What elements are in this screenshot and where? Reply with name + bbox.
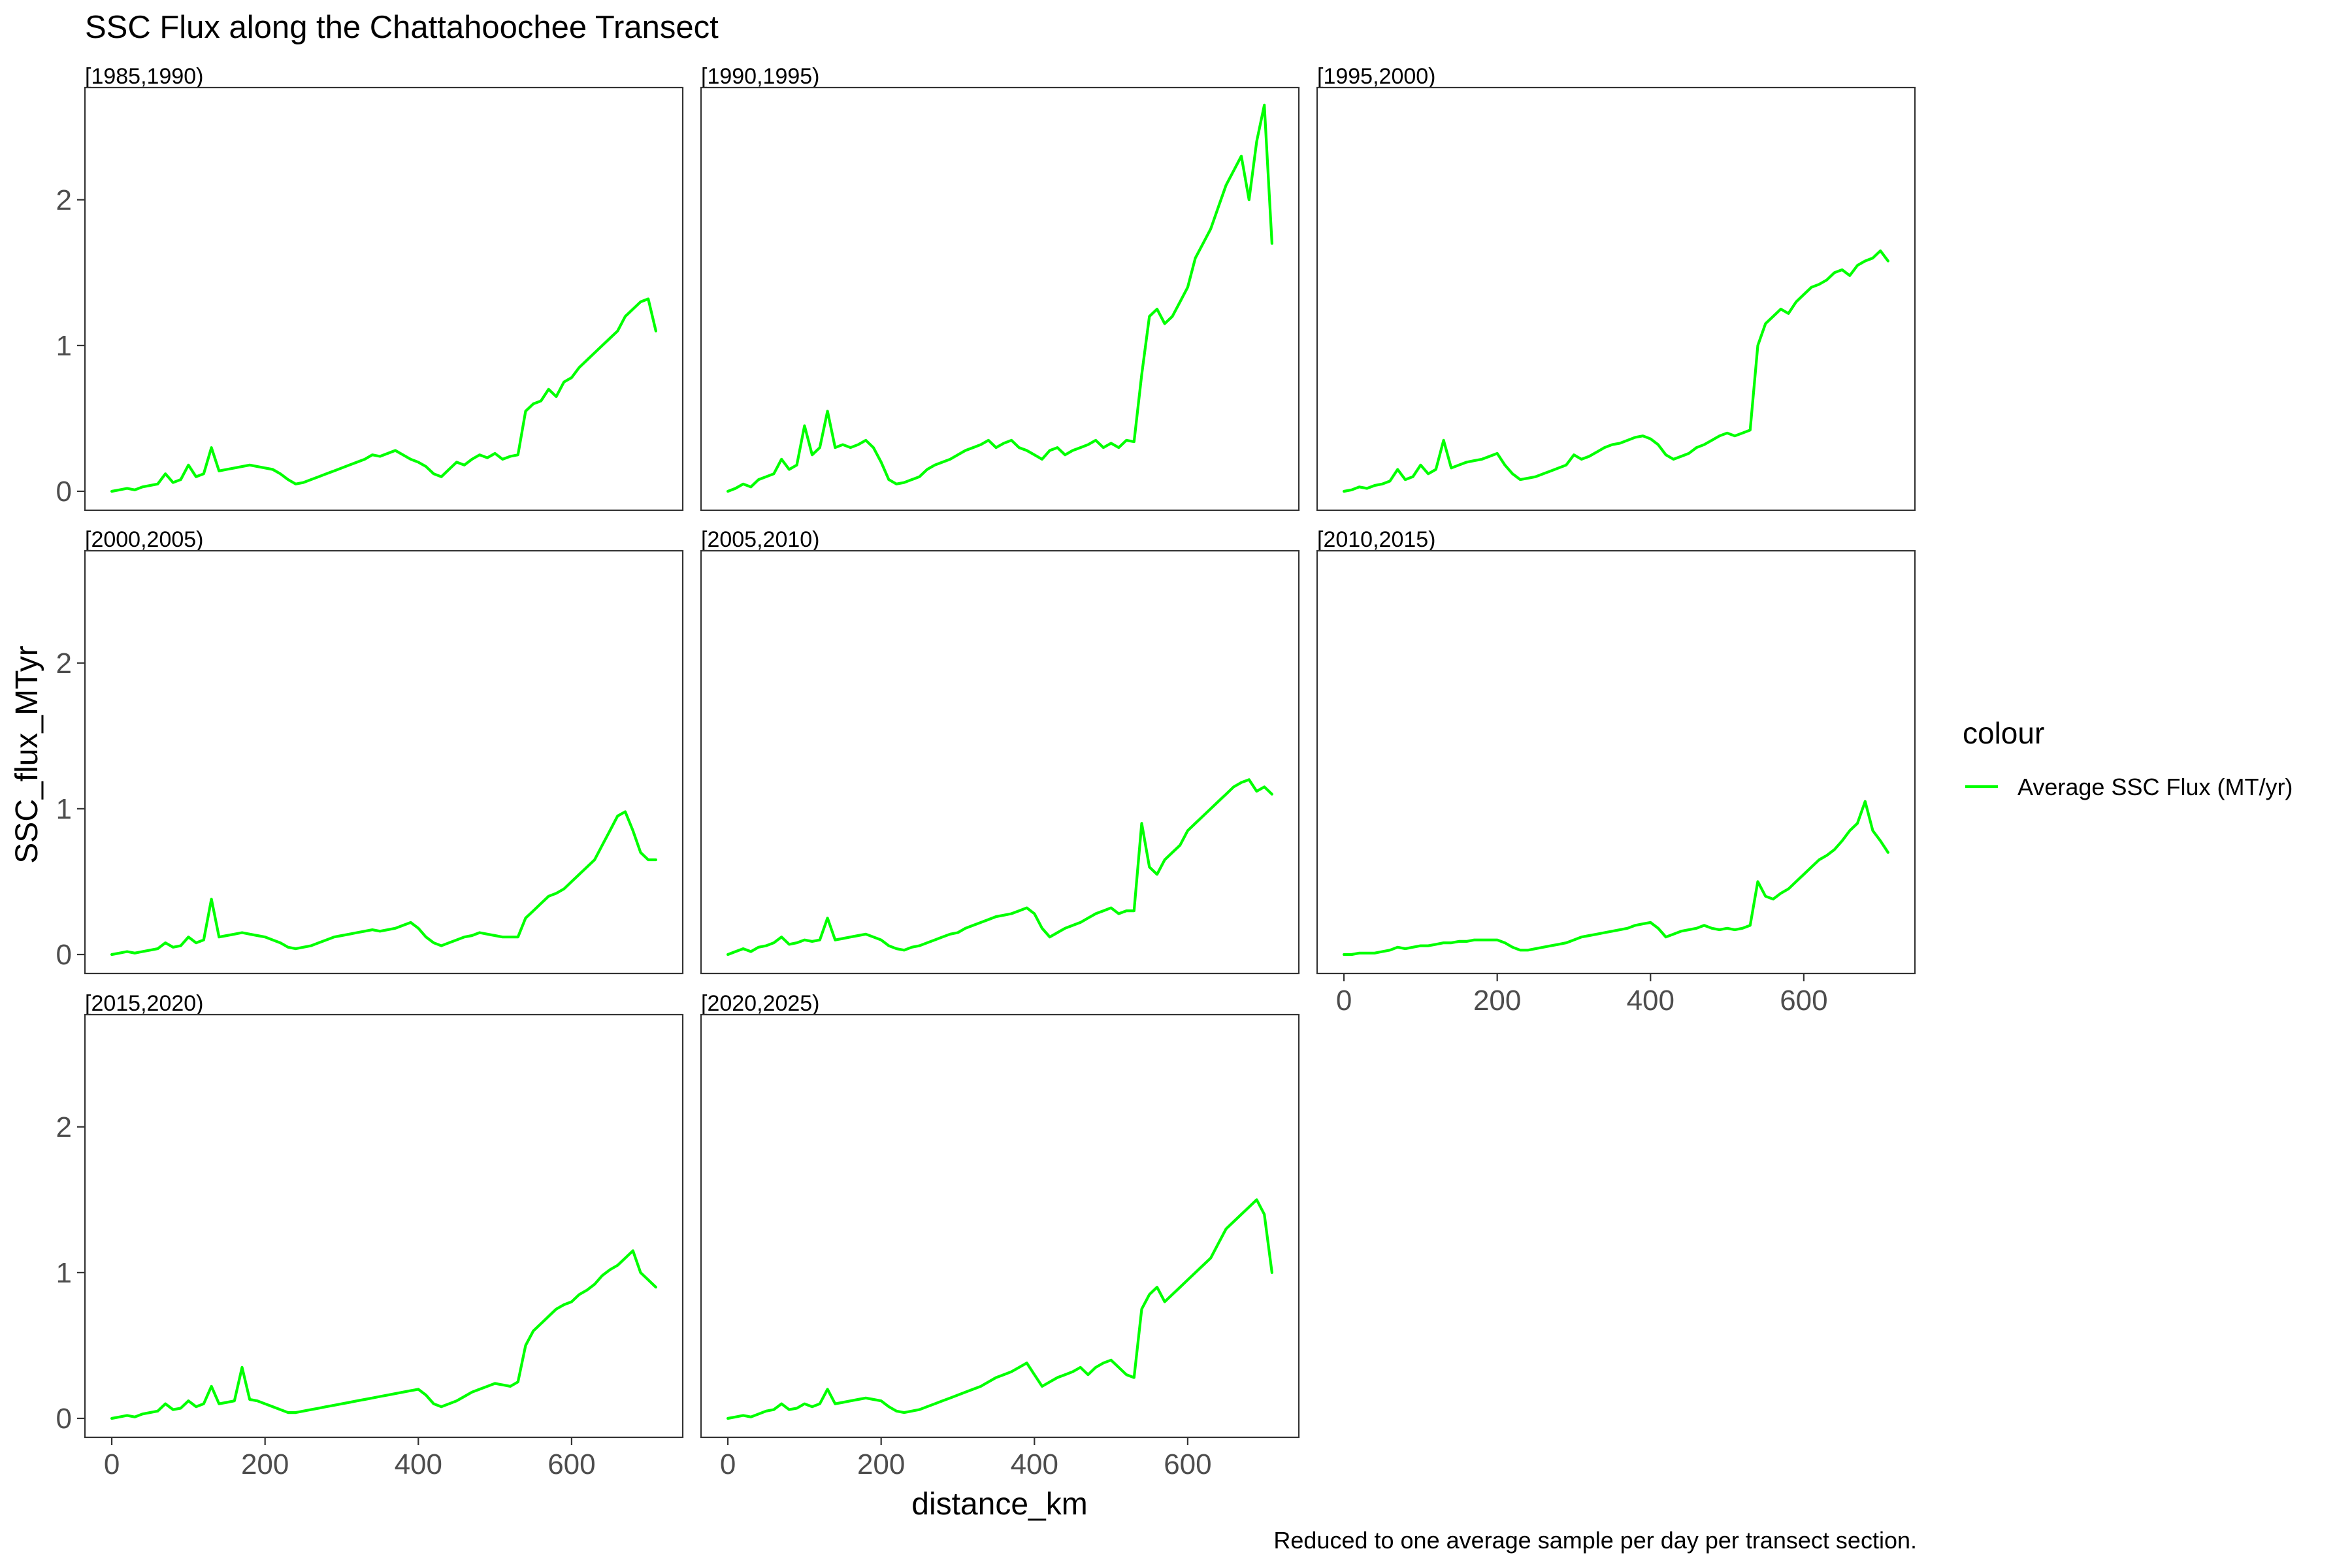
caption: Reduced to one average sample per day pe… <box>1273 1527 1917 1554</box>
facet-panel: [2010,2015) 0 200 400 600 <box>1316 527 1916 1017</box>
panel-border <box>700 1013 1300 1439</box>
x-tick-label: 200 <box>857 1448 905 1480</box>
facet-strip-label: [1995,2000) <box>1317 64 1436 89</box>
y-tick-label: 0 <box>56 1403 72 1435</box>
panel-border <box>1316 549 1916 975</box>
facet-panels: [1985,1990) 0 1 2 [1990,1995) [1995,2000) [200… <box>56 64 1916 1480</box>
ssc-flux-line <box>110 1249 658 1420</box>
chart-title: SSC Flux along the Chattahoochee Transec… <box>85 10 719 45</box>
y-tick-label: 1 <box>56 793 72 825</box>
ssc-flux-line <box>110 810 658 956</box>
legend-title: colour <box>1963 716 2044 750</box>
x-tick-label: 400 <box>395 1448 442 1480</box>
panel-border <box>700 86 1300 512</box>
x-tick-label: 0 <box>720 1448 736 1480</box>
facet-panel: [2015,2020) 0 1 2 0 200 400 600 <box>56 991 684 1480</box>
legend: colour Average SSC Flux (MT/yr) <box>1963 716 2293 800</box>
x-tick-label: 400 <box>1627 985 1674 1017</box>
facet-panel: [2000,2005) 0 1 2 <box>56 527 684 975</box>
x-tick-label: 200 <box>241 1448 289 1480</box>
facet-panel: [1990,1995) <box>700 64 1300 512</box>
ssc-flux-line <box>726 778 1274 956</box>
y-tick-label: 0 <box>56 939 72 971</box>
facet-strip-label: [2000,2005) <box>85 527 204 552</box>
x-tick-label: 400 <box>1011 1448 1058 1480</box>
y-tick-label: 1 <box>56 330 72 362</box>
ssc-flux-line <box>726 1198 1274 1420</box>
x-tick-label: 600 <box>1780 985 1827 1017</box>
facet-strip-label: [2020,2025) <box>701 991 820 1016</box>
facet-panel: [1995,2000) <box>1316 64 1916 512</box>
panel-border <box>84 549 684 975</box>
x-tick-label: 600 <box>1164 1448 1211 1480</box>
facet-strip-label: [2015,2020) <box>85 991 204 1016</box>
x-tick-label: 600 <box>547 1448 595 1480</box>
ssc-flux-line <box>110 297 658 493</box>
x-tick-label: 0 <box>104 1448 120 1480</box>
y-tick-label: 0 <box>56 476 72 508</box>
facet-panel: [1985,1990) 0 1 2 <box>56 64 684 512</box>
y-tick-label: 1 <box>56 1257 72 1289</box>
y-tick-label: 2 <box>56 647 72 679</box>
facet-strip-label: [2010,2015) <box>1317 527 1436 552</box>
y-tick-label: 2 <box>56 184 72 216</box>
y-tick-label: 2 <box>56 1111 72 1143</box>
y-axis-title: SSC_flux_MTyr <box>10 645 44 863</box>
facet-panel: [2020,2025) 0 200 400 600 <box>700 991 1300 1480</box>
facet-panel: [2005,2010) <box>700 527 1300 975</box>
panel-border <box>700 549 1300 975</box>
x-axis-title: distance_km <box>911 1487 1087 1522</box>
legend-label: Average SSC Flux (MT/yr) <box>2017 774 2293 800</box>
panel-border <box>84 1013 684 1439</box>
ssc-flux-line <box>726 103 1274 493</box>
facet-strip-label: [1990,1995) <box>701 64 820 89</box>
x-tick-label: 200 <box>1473 985 1521 1017</box>
x-tick-label: 0 <box>1336 985 1352 1017</box>
ssc-flux-line <box>1343 800 1889 956</box>
facet-strip-label: [1985,1990) <box>85 64 204 89</box>
panel-border <box>84 86 684 512</box>
panel-border <box>1316 86 1916 512</box>
facet-strip-label: [2005,2010) <box>701 527 820 552</box>
ssc-flux-line <box>1343 249 1889 493</box>
